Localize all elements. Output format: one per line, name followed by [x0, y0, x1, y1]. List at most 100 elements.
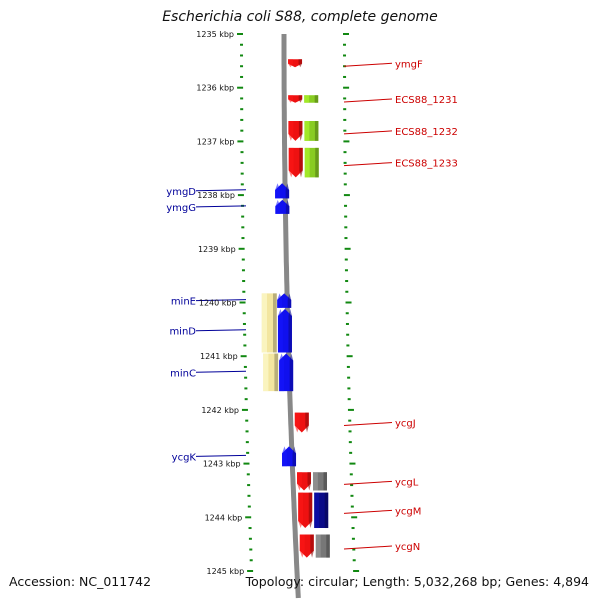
gene-ymgF [288, 59, 303, 68]
gene-label-ycgL: ycgL [395, 477, 419, 488]
feature-gray-highlight [315, 534, 321, 558]
gene-label-ycgJ: ycgJ [395, 419, 416, 430]
scale-tick-right [347, 376, 351, 379]
scale-tick-left [248, 527, 252, 530]
feature-green-highlight [304, 120, 310, 141]
scale-tick-right [343, 43, 347, 46]
scale-tick-left [240, 108, 244, 111]
scale-tick-right [344, 247, 351, 250]
leader-ycgM [343, 509, 393, 514]
gene-track [275, 59, 314, 558]
gene-label-minE: minE [171, 297, 196, 308]
feature-gray [313, 472, 328, 491]
gene-labels: ymgF ECS88_1231 ECS88_1232 ECS88_1233 ymgD ym… [166, 59, 458, 553]
scale-tick-left [241, 258, 245, 261]
leader-ycgN [343, 545, 393, 550]
scale-tick-left [240, 172, 244, 175]
gene-ymgD-highlight [275, 183, 281, 199]
leader-ECS88_1231 [343, 98, 393, 103]
kbp-label: 1235 kbp [196, 30, 234, 39]
scale-tick-right [346, 344, 350, 347]
scale-tick-right [343, 75, 347, 78]
gene-ECS88_1231-highlight [288, 95, 294, 103]
kbp-label: 1240 kbp [199, 299, 237, 308]
scale-tick-left [242, 290, 246, 293]
scale-tick-left [245, 441, 249, 444]
gene-label-ycgN: ycgN [395, 542, 420, 553]
scale-tick-left [240, 161, 244, 164]
scale-tick-left [244, 376, 248, 379]
scale-tick-left [243, 344, 247, 347]
scale-tick-left [237, 140, 244, 143]
gene-ycgJ [294, 412, 309, 433]
leader-ECS88_1233 [343, 162, 393, 167]
gene-ycgN-highlight [299, 534, 305, 558]
gene-label-ECS88_1233: ECS88_1233 [395, 159, 458, 170]
gene-label-minD: minD [169, 327, 196, 338]
scale-tick-right [345, 280, 349, 283]
leader-ycgK [195, 454, 247, 457]
gene-ymgF-shadow [298, 59, 303, 68]
kbp-label: 1236 kbp [196, 84, 234, 93]
gene-label-ECS88_1231: ECS88_1231 [395, 95, 458, 106]
scale-tick-left [237, 194, 244, 197]
label-leaders [195, 62, 393, 550]
scale-tick-right [343, 172, 347, 175]
gene-minD [277, 308, 292, 353]
feature-gray [315, 534, 330, 558]
scale-tick-left [249, 559, 253, 562]
scale-tick-left [240, 97, 244, 100]
scale-tick-left [237, 33, 243, 35]
scale-tick-left [240, 54, 244, 57]
feature-green-shadow [314, 95, 319, 103]
scale-tick-right [343, 129, 347, 132]
scale-tick-right [347, 387, 351, 390]
left-scale-ticks [237, 33, 254, 572]
scale-tick-right [351, 527, 355, 530]
gene-label-ycgK: ycgK [172, 452, 197, 463]
gene-ECS88_1233-highlight [288, 147, 294, 178]
scale-tick-left [249, 548, 253, 551]
scale-tick-left [245, 419, 249, 422]
scale-tick-left [247, 570, 254, 572]
scale-tick-right [344, 269, 348, 272]
feature-green [304, 120, 319, 141]
topology-text: Topology: circular; Length: 5,032,268 bp… [245, 574, 589, 589]
scale-tick-left [238, 247, 245, 250]
leader-minE [195, 299, 247, 302]
gene-label-ymgD: ymgD [166, 187, 196, 198]
scale-tick-right [349, 462, 356, 465]
gene-ymgD [275, 183, 290, 199]
gene-label-ymgG: ymgG [166, 203, 196, 214]
gene-ECS88_1232-shadow [298, 120, 303, 141]
gene-minC [279, 353, 294, 392]
feature-navy-highlight [314, 492, 320, 529]
scale-tick-left [241, 226, 245, 229]
kbp-labels: 1235 kbp 1236 kbp 1237 kbp 1238 kbp 1239 kbp… [196, 30, 244, 576]
feature-green-shadow [315, 147, 319, 178]
scale-tick-right [343, 161, 347, 164]
leader-ymgF [343, 62, 393, 67]
scale-tick-right [351, 537, 355, 540]
scale-tick-right [343, 118, 347, 121]
gene-ymgD-shadow [285, 183, 290, 199]
scale-tick-right [343, 54, 347, 57]
gene-minC-shadow [289, 353, 294, 392]
gene-ECS88_1232 [288, 120, 303, 141]
gene-label-ycgM: ycgM [395, 506, 421, 517]
gene-ycgM-highlight [298, 492, 304, 529]
scale-tick-left [240, 183, 244, 186]
scale-tick-right [343, 108, 347, 111]
scale-tick-left [243, 333, 247, 336]
scale-tick-right [344, 237, 348, 240]
gene-ECS88_1231-shadow [298, 95, 303, 103]
scale-tick-right [349, 451, 353, 454]
gene-ycgL-highlight [297, 472, 302, 491]
scale-tick-right [352, 559, 356, 562]
scale-tick-right [343, 183, 347, 186]
gene-label-ymgF: ymgF [395, 59, 423, 70]
scale-tick-left [243, 365, 247, 368]
map-title: Escherichia coli S88, complete genome [162, 9, 438, 25]
feature-track [261, 95, 330, 558]
scale-tick-right [348, 419, 352, 422]
